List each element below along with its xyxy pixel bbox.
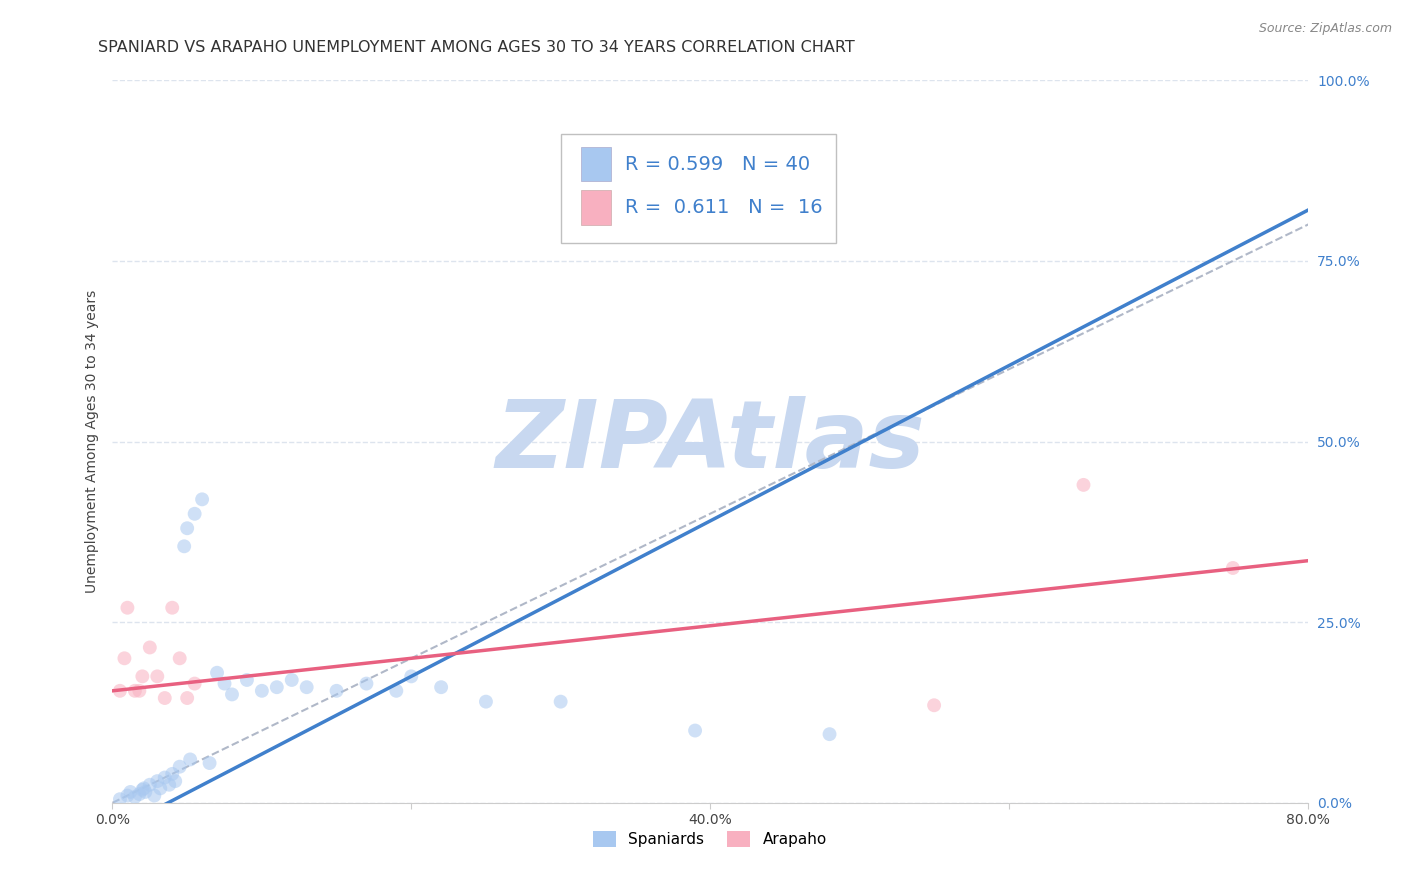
Point <box>214 676 236 690</box>
Point <box>173 539 195 553</box>
Point <box>430 680 453 694</box>
Point <box>139 778 162 792</box>
Point <box>124 683 146 698</box>
Point <box>191 492 214 507</box>
Point <box>162 600 183 615</box>
Point <box>169 760 191 774</box>
Point <box>128 787 150 801</box>
Point <box>281 673 304 687</box>
Point <box>683 723 706 738</box>
Point <box>114 651 135 665</box>
Point <box>162 767 183 781</box>
Point <box>250 683 273 698</box>
Point <box>128 683 150 698</box>
Point <box>266 680 288 694</box>
Point <box>176 521 198 535</box>
Point <box>356 676 378 690</box>
Point <box>922 698 945 713</box>
Point <box>176 691 198 706</box>
Legend: Spaniards, Arapaho: Spaniards, Arapaho <box>588 825 832 853</box>
Point <box>475 695 498 709</box>
Point <box>153 771 176 785</box>
Point <box>117 600 139 615</box>
Point <box>132 781 155 796</box>
Point <box>221 687 243 701</box>
Point <box>295 680 318 694</box>
Point <box>108 683 131 698</box>
Text: ZIPAtlas: ZIPAtlas <box>495 395 925 488</box>
Text: SPANIARD VS ARAPAHO UNEMPLOYMENT AMONG AGES 30 TO 34 YEARS CORRELATION CHART: SPANIARD VS ARAPAHO UNEMPLOYMENT AMONG A… <box>98 40 855 55</box>
Point <box>131 669 153 683</box>
Point <box>550 695 572 709</box>
Point <box>120 785 142 799</box>
Point <box>205 665 228 680</box>
Point <box>157 778 180 792</box>
Point <box>153 691 176 706</box>
Point <box>236 673 259 687</box>
Point <box>131 782 153 797</box>
Point <box>146 774 169 789</box>
FancyBboxPatch shape <box>561 135 835 243</box>
Point <box>117 789 139 803</box>
Point <box>198 756 221 770</box>
Point <box>169 651 191 665</box>
Point <box>143 789 166 803</box>
Point <box>385 683 408 698</box>
Point <box>818 727 841 741</box>
Point <box>1073 478 1095 492</box>
FancyBboxPatch shape <box>581 147 610 181</box>
Point <box>325 683 347 698</box>
Point <box>165 774 187 789</box>
Point <box>183 507 205 521</box>
Text: R = 0.599   N = 40: R = 0.599 N = 40 <box>626 154 810 174</box>
Point <box>134 785 156 799</box>
Point <box>183 676 205 690</box>
Point <box>124 790 146 805</box>
Point <box>179 752 201 766</box>
Point <box>401 669 423 683</box>
FancyBboxPatch shape <box>581 190 610 225</box>
Y-axis label: Unemployment Among Ages 30 to 34 years: Unemployment Among Ages 30 to 34 years <box>84 290 98 593</box>
Text: Source: ZipAtlas.com: Source: ZipAtlas.com <box>1258 22 1392 36</box>
Point <box>108 792 131 806</box>
Point <box>149 781 172 796</box>
Point <box>146 669 169 683</box>
Point <box>139 640 162 655</box>
Point <box>1222 561 1244 575</box>
Text: R =  0.611   N =  16: R = 0.611 N = 16 <box>626 198 823 217</box>
